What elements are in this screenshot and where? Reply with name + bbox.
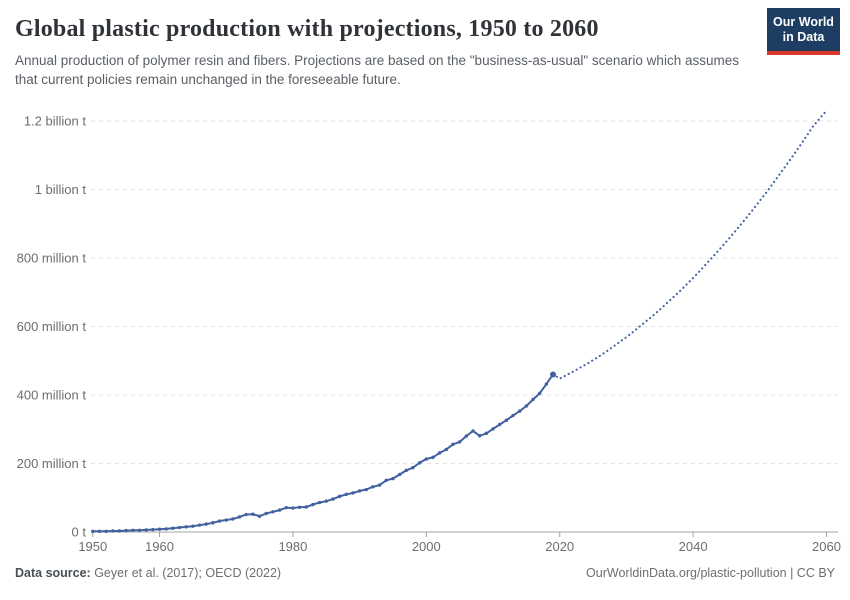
data-point-marker — [517, 409, 522, 413]
data-point-marker — [117, 529, 122, 533]
data-point-marker — [211, 521, 215, 525]
data-point-marker — [104, 529, 108, 534]
data-point-marker — [171, 526, 175, 530]
chart-footer: Data source: Geyer et al. (2017); OECD (… — [15, 566, 835, 580]
data-point-marker — [404, 468, 408, 473]
data-point-marker — [271, 510, 275, 514]
data-point-marker — [297, 505, 302, 510]
credit-text: OurWorldinData.org/plastic-pollution | C… — [586, 566, 835, 580]
data-point-marker — [444, 447, 449, 452]
line-chart-canvas: 0 t 200 million t 400 million t 600 million… — [17, 109, 841, 554]
data-point-marker — [131, 528, 135, 532]
data-point-marker — [391, 476, 395, 481]
data-source-value: Geyer et al. (2017); OECD (2022) — [90, 566, 282, 580]
data-point-marker — [497, 422, 502, 427]
owid-logo: Our World in Data — [767, 8, 840, 55]
data-point-marker — [471, 429, 475, 433]
owid-logo-line2: in Data — [782, 30, 825, 44]
owid-logo-line1: Our World — [773, 15, 834, 29]
data-point-marker — [257, 514, 262, 518]
data-point-marker — [111, 529, 115, 533]
data-point-marker — [437, 451, 442, 455]
data-source-label: Data source: — [15, 566, 91, 580]
data-point-marker — [344, 492, 348, 497]
data-point-marker — [124, 528, 128, 533]
data-point-marker — [284, 505, 288, 510]
data-point-marker — [504, 418, 509, 423]
data-point-marker — [451, 442, 455, 447]
data-point-marker — [424, 457, 428, 461]
data-point-marker — [537, 391, 542, 395]
data-point-marker — [191, 524, 195, 528]
data-point-marker — [457, 440, 462, 444]
data-point-marker — [151, 527, 155, 532]
data-point-marker — [304, 505, 308, 509]
data-point-marker — [244, 512, 248, 517]
y-tick-label: 1.2 billion t — [24, 114, 87, 129]
x-tick-label: 2020 — [545, 539, 574, 554]
x-tick-label: 1950 — [78, 539, 107, 554]
data-point-marker — [377, 483, 382, 487]
data-point-marker — [137, 528, 142, 532]
data-point-marker — [351, 491, 355, 495]
data-point-marker — [291, 506, 295, 510]
x-tick-label: 2040 — [679, 539, 708, 554]
data-point-marker — [204, 522, 208, 526]
data-point-marker — [337, 494, 342, 499]
x-tick-label: 2060 — [812, 539, 841, 554]
data-point-marker — [164, 527, 168, 531]
y-tick-label: 800 million t — [17, 251, 87, 266]
data-point-marker — [411, 465, 415, 470]
data-point-marker — [544, 382, 549, 386]
data-point-marker — [144, 528, 148, 532]
data-point-marker — [431, 455, 435, 460]
x-tick-label: 1980 — [278, 539, 307, 554]
data-point-marker — [317, 500, 322, 505]
data-point-marker — [384, 478, 388, 482]
data-point-marker — [524, 404, 529, 408]
data-point-marker — [371, 485, 375, 489]
y-tick-label: 400 million t — [17, 388, 87, 403]
chart-subtitle: Annual production of polymer resin and f… — [15, 53, 739, 87]
data-point-marker — [97, 529, 102, 534]
data-point-marker — [277, 508, 282, 512]
data-point-marker — [224, 518, 228, 522]
data-point-marker — [91, 529, 95, 534]
projection-line — [551, 109, 828, 380]
data-point-marker — [184, 525, 188, 529]
data-point-marker — [464, 434, 469, 438]
y-tick-label: 200 million t — [17, 456, 87, 471]
data-source: Data source: Geyer et al. (2017); OECD (… — [15, 566, 281, 580]
data-point-marker — [251, 512, 255, 516]
data-point-marker — [331, 497, 335, 501]
data-point-marker — [357, 489, 362, 493]
data-point-marker — [511, 413, 515, 418]
data-point-marker — [531, 397, 535, 402]
data-point-marker — [397, 472, 402, 477]
data-point-marker — [311, 502, 315, 507]
data-point-marker — [237, 515, 242, 519]
data-point-marker — [177, 525, 182, 530]
data-point-marker — [477, 434, 482, 438]
x-tick-label: 2000 — [412, 539, 441, 554]
data-point-marker — [324, 499, 328, 503]
data-point-marker — [484, 431, 489, 436]
data-point-marker — [217, 519, 222, 523]
x-tick-label: 1960 — [145, 539, 174, 554]
data-point-marker — [157, 527, 162, 531]
page-title: Global plastic production with projectio… — [15, 16, 599, 42]
data-point-marker — [364, 487, 368, 492]
historical-line — [92, 373, 554, 533]
data-point-marker — [264, 511, 268, 516]
y-tick-label: 1 billion t — [35, 182, 87, 197]
data-point-marker — [417, 461, 422, 465]
data-point-marker — [491, 427, 495, 431]
data-point-marker — [231, 517, 235, 521]
y-tick-label: 0 t — [72, 525, 87, 540]
data-point-marker — [197, 523, 202, 527]
y-tick-label: 600 million t — [17, 319, 87, 334]
